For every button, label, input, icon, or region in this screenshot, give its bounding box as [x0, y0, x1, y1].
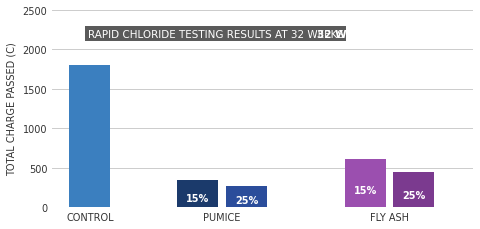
Bar [345, 159, 385, 207]
Bar [393, 173, 434, 207]
Text: 25%: 25% [235, 195, 258, 205]
Y-axis label: TOTAL CHARGE PASSED (C): TOTAL CHARGE PASSED (C) [7, 43, 17, 176]
Bar [226, 186, 267, 207]
Text: 32 WEEKS: 32 WEEKS [317, 30, 377, 39]
Text: 15%: 15% [353, 185, 377, 196]
Bar [177, 181, 218, 207]
Bar [70, 66, 110, 207]
Text: 15%: 15% [186, 193, 209, 203]
Text: 25%: 25% [402, 190, 425, 200]
Text: RAPID CHLORIDE TESTING RESULTS AT 32 WEEKS: RAPID CHLORIDE TESTING RESULTS AT 32 WEE… [88, 30, 344, 39]
